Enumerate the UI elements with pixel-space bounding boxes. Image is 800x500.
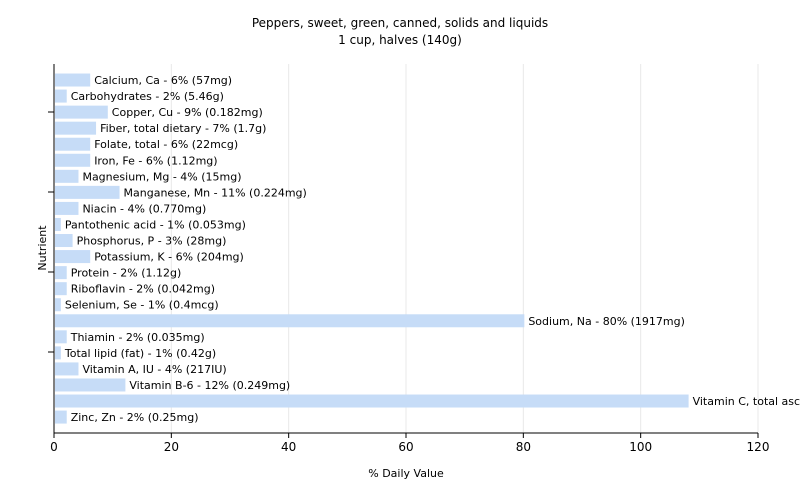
- bar: [55, 137, 91, 151]
- bar-label: Iron, Fe - 6% (1.12mg): [94, 154, 217, 167]
- bar-label: Sodium, Na - 80% (1917mg): [528, 315, 685, 328]
- bar: [55, 169, 79, 183]
- bar-label: Protein - 2% (1.12g): [71, 267, 182, 280]
- x-tick-label: 0: [50, 440, 58, 454]
- x-tick-label: 20: [164, 440, 179, 454]
- bar: [55, 282, 67, 296]
- bar: [55, 121, 97, 135]
- bar-label: Total lipid (fat) - 1% (0.42g): [64, 347, 216, 360]
- bar-label: Folate, total - 6% (22mcg): [94, 138, 238, 151]
- chart-subtitle: 1 cup, halves (140g): [338, 33, 462, 47]
- bar-label: Selenium, Se - 1% (0.4mcg): [65, 299, 219, 312]
- bar: [55, 330, 67, 344]
- bar-label: Manganese, Mn - 11% (0.224mg): [124, 186, 307, 199]
- y-axis-label: Nutrient: [36, 225, 49, 271]
- bar: [55, 362, 79, 376]
- bar-label: Magnesium, Mg - 4% (15mg): [82, 170, 241, 183]
- chart-title: Peppers, sweet, green, canned, solids an…: [252, 16, 548, 30]
- bar: [55, 201, 79, 215]
- x-tick-label: 80: [516, 440, 531, 454]
- bar: [55, 185, 120, 199]
- bar: [55, 314, 525, 328]
- x-tick-label: 100: [629, 440, 652, 454]
- bar: [55, 266, 67, 280]
- x-axis-ticks: 0 20 40 60 80 100 120: [50, 433, 769, 454]
- bar: [55, 378, 126, 392]
- bar: [55, 234, 73, 248]
- bar-label: Phosphorus, P - 3% (28mg): [77, 235, 227, 248]
- bar: [55, 298, 61, 312]
- bar: [55, 217, 61, 231]
- bar: [55, 346, 61, 360]
- bar: [55, 153, 91, 167]
- grid-lines: [54, 64, 759, 433]
- bar-label: Pantothenic acid - 1% (0.053mg): [65, 218, 246, 231]
- x-tick-label: 60: [398, 440, 413, 454]
- bar-label: Copper, Cu - 9% (0.182mg): [112, 106, 263, 119]
- x-tick-label: 40: [281, 440, 296, 454]
- bar: [55, 89, 67, 103]
- x-axis-label: % Daily Value: [368, 467, 444, 480]
- bar: [55, 250, 91, 264]
- bar-label: Carbohydrates - 2% (5.46g): [71, 90, 224, 103]
- bar-label: Zinc, Zn - 2% (0.25mg): [71, 411, 199, 424]
- bar-label: Calcium, Ca - 6% (57mg): [94, 74, 232, 87]
- bar: [55, 394, 689, 408]
- bar-label: Vitamin A, IU - 4% (217IU): [82, 363, 226, 376]
- bar: [55, 73, 91, 87]
- bar-label: Niacin - 4% (0.770mg): [82, 202, 206, 215]
- bar-label: Riboflavin - 2% (0.042mg): [71, 283, 215, 296]
- x-tick-label: 120: [747, 440, 770, 454]
- bar: [55, 410, 67, 424]
- bars: Calcium, Ca - 6% (57mg) Carbohydrates - 2…: [55, 73, 800, 424]
- bar: [55, 105, 108, 119]
- bar-label: Fiber, total dietary - 7% (1.7g): [100, 122, 266, 135]
- bar-label: Vitamin C, total ascorbic acid - 108% (6…: [693, 395, 800, 408]
- bar-label: Vitamin B-6 - 12% (0.249mg): [129, 379, 290, 392]
- bar-label: Potassium, K - 6% (204mg): [94, 251, 244, 264]
- bar-label: Thiamin - 2% (0.035mg): [70, 331, 205, 344]
